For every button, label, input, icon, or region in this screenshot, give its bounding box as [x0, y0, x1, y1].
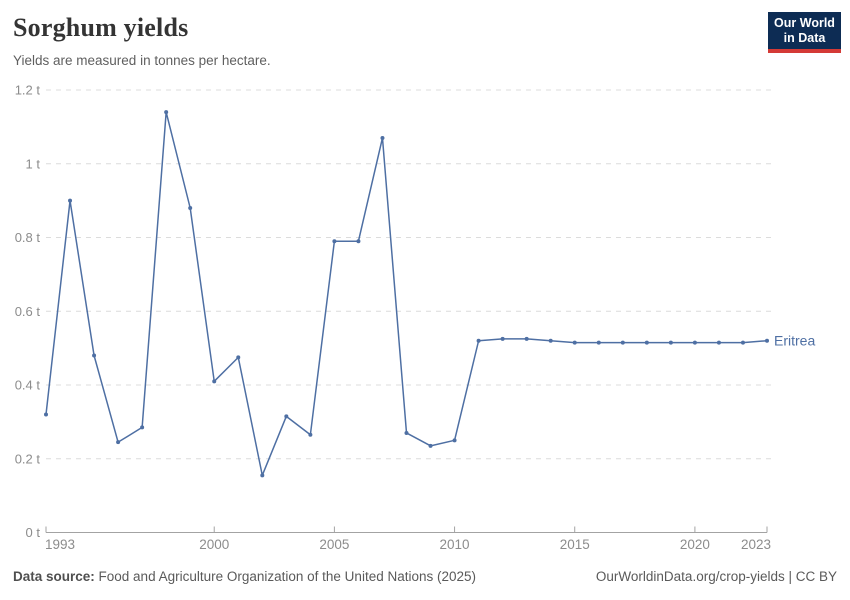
y-tick-label: 0.6 t	[15, 304, 41, 319]
data-point-eritrea-2017[interactable]	[620, 340, 625, 345]
data-point-eritrea-1996[interactable]	[116, 440, 121, 445]
data-point-eritrea-2014[interactable]	[548, 338, 553, 343]
data-source-text: Food and Agriculture Organization of the…	[94, 569, 477, 584]
chart-title: Sorghum yields	[13, 13, 189, 42]
data-point-eritrea-2005[interactable]	[332, 239, 337, 244]
data-point-eritrea-2016[interactable]	[596, 340, 601, 345]
line-eritrea	[45, 111, 768, 477]
x-tick-label: 2015	[560, 537, 590, 552]
data-point-eritrea-2010[interactable]	[452, 438, 457, 443]
chart-footer: Data source: Food and Agriculture Organi…	[13, 569, 837, 584]
x-tick-label: 2000	[199, 537, 229, 552]
x-tick-label: 2020	[680, 537, 710, 552]
series-label-eritrea: Eritrea	[774, 332, 815, 348]
data-point-eritrea-2003[interactable]	[284, 414, 289, 419]
data-point-eritrea-2008[interactable]	[404, 430, 409, 435]
owid-logo[interactable]: Our World in Data	[768, 12, 841, 53]
x-tick-label: 2005	[319, 537, 349, 552]
owid-logo-line2: in Data	[783, 30, 826, 45]
data-point-eritrea-2006[interactable]	[356, 239, 361, 244]
y-tick-label: 1 t	[26, 156, 41, 171]
data-point-eritrea-2013[interactable]	[524, 336, 529, 341]
data-source-note: Data source: Food and Agriculture Organi…	[13, 569, 476, 584]
data-point-eritrea-1997[interactable]	[140, 425, 145, 430]
data-point-eritrea-1994[interactable]	[68, 198, 73, 203]
data-point-eritrea-2002[interactable]	[260, 473, 265, 478]
owid-logo-line1: Our World	[774, 15, 835, 30]
data-point-eritrea-2020[interactable]	[692, 340, 697, 345]
data-point-eritrea-1995[interactable]	[92, 353, 97, 358]
data-point-eritrea-2023[interactable]	[765, 338, 769, 343]
data-point-eritrea-1998[interactable]	[164, 110, 169, 115]
x-tick-label: 2010	[440, 537, 470, 552]
data-point-eritrea-2004[interactable]	[308, 432, 313, 437]
data-point-eritrea-2022[interactable]	[740, 340, 745, 345]
data-point-eritrea-2000[interactable]	[212, 379, 217, 384]
data-point-eritrea-2007[interactable]	[380, 135, 385, 140]
data-point-eritrea-2012[interactable]	[500, 336, 505, 341]
y-tick-label: 0.8 t	[15, 230, 41, 245]
data-point-eritrea-2001[interactable]	[236, 355, 241, 360]
data-point-eritrea-1993[interactable]	[44, 412, 48, 417]
data-point-eritrea-2018[interactable]	[644, 340, 649, 345]
data-point-eritrea-2019[interactable]	[668, 340, 673, 345]
y-tick-label: 0 t	[26, 525, 41, 540]
x-tick-label: 1993	[45, 537, 75, 552]
y-tick-label: 0.4 t	[15, 378, 41, 393]
data-point-eritrea-2011[interactable]	[476, 338, 481, 343]
data-point-eritrea-2009[interactable]	[428, 443, 433, 448]
chart-subtitle: Yields are measured in tonnes per hectar…	[13, 53, 271, 68]
data-point-eritrea-2021[interactable]	[716, 340, 721, 345]
y-tick-label: 1.2 t	[15, 83, 41, 98]
y-tick-label: 0.2 t	[15, 451, 41, 466]
owid-license-link[interactable]: OurWorldinData.org/crop-yields | CC BY	[595, 569, 837, 584]
data-point-eritrea-2015[interactable]	[572, 340, 577, 345]
data-point-eritrea-1999[interactable]	[188, 206, 193, 210]
x-tick-label: 2023	[741, 537, 771, 552]
data-source-label: Data source:	[13, 569, 95, 584]
